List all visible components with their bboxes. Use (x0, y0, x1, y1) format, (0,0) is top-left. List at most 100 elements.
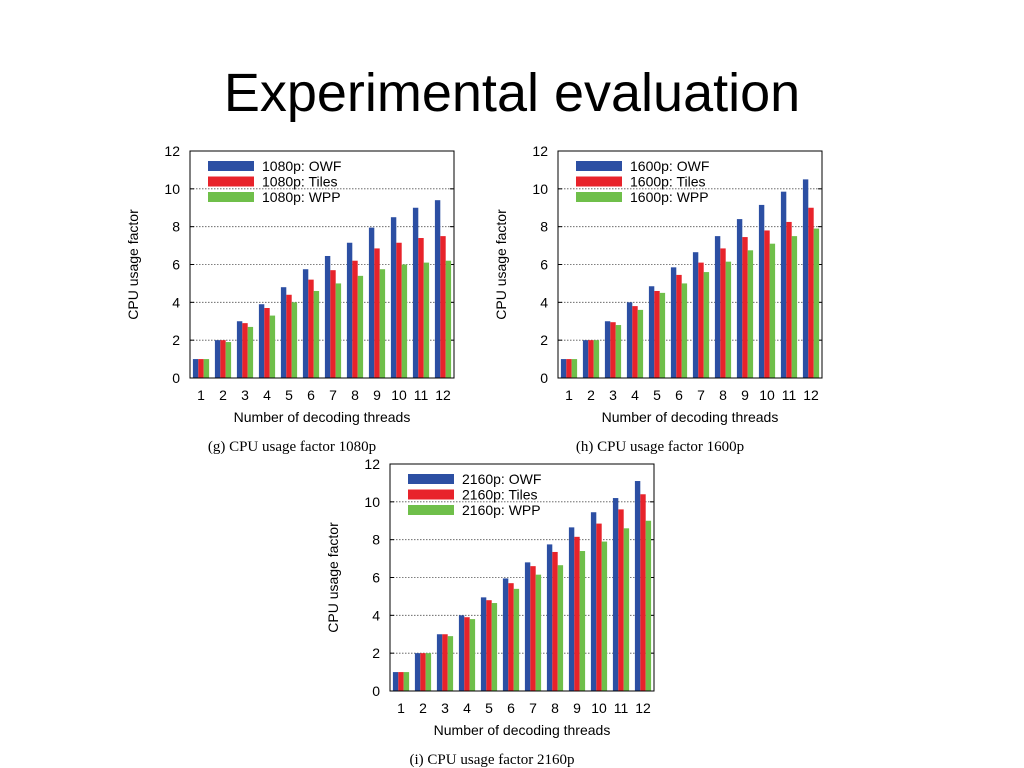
bar (198, 359, 204, 378)
plot-frame (189, 150, 455, 379)
bar (258, 304, 265, 378)
bar (530, 566, 536, 691)
y-tick-label: 0 (372, 683, 380, 699)
bar (335, 283, 342, 378)
x-tick-label: 2 (587, 387, 595, 403)
x-tick-label: 1 (197, 387, 205, 403)
bar (308, 279, 314, 378)
x-axis-label: Number of decoding threads (602, 409, 779, 425)
x-tick-label: 4 (263, 387, 271, 403)
x-tick-label: 6 (307, 387, 315, 403)
x-tick-label: 7 (529, 700, 537, 716)
bar (403, 672, 410, 691)
bar (324, 255, 331, 378)
legend-label: 1600p: OWF (630, 158, 709, 174)
legend-label: 2160p: WPP (462, 502, 541, 518)
x-tick-label: 5 (485, 700, 493, 716)
x-tick-label: 12 (803, 387, 819, 403)
bar (434, 200, 441, 378)
x-tick-label: 9 (373, 387, 381, 403)
bar (379, 269, 386, 378)
x-tick-label: 7 (697, 387, 705, 403)
bar (747, 250, 754, 378)
bar (604, 321, 611, 378)
bar (302, 269, 309, 378)
chart-panel-1080p: 0 2 4 6 8 10 12 1 2 3 4 5 6 7 8 9 10 11 12 1080p: OWF 1080p:… (120, 140, 480, 458)
bar (626, 302, 633, 378)
legend-label: 1080p: Tiles (262, 174, 338, 190)
bar (670, 267, 677, 378)
legend-label: 2160p: OWF (462, 471, 541, 487)
bar (286, 294, 292, 378)
bar (247, 326, 254, 378)
bar (480, 597, 487, 691)
bar (610, 322, 616, 378)
y-tick-label: 0 (172, 370, 180, 386)
bar (269, 315, 276, 378)
x-tick-label: 7 (329, 387, 337, 403)
x-tick-label: 2 (419, 700, 427, 716)
slide-title: Experimental evaluation (223, 63, 801, 123)
bar (780, 191, 787, 378)
y-axis-label: CPU usage factor (493, 209, 509, 320)
bar (491, 603, 498, 691)
y-tick-label: 8 (172, 219, 180, 235)
bar (568, 527, 575, 691)
y-tick-label: 0 (540, 370, 548, 386)
bar (552, 551, 558, 691)
bar (769, 243, 776, 378)
chart-caption: (i) CPU usage factor 2160p (410, 752, 575, 768)
bar (203, 359, 210, 378)
x-axis-label: Number of decoding threads (434, 722, 611, 738)
x-tick-label: 10 (591, 700, 607, 716)
bar (618, 509, 624, 691)
x-tick-label: 6 (675, 387, 683, 403)
y-tick-label: 10 (164, 181, 180, 197)
bar (414, 653, 421, 691)
bar (736, 219, 743, 378)
bar (590, 512, 597, 691)
x-tick-label: 3 (609, 387, 617, 403)
x-tick-label: 3 (441, 700, 449, 716)
bar (280, 287, 287, 378)
bar (392, 672, 399, 691)
y-tick-label: 8 (540, 219, 548, 235)
y-axis-label: CPU usage factor (325, 522, 341, 633)
bar (714, 236, 721, 378)
bar (220, 340, 226, 378)
y-tick-label: 12 (532, 143, 548, 159)
bar (486, 600, 492, 691)
bar (698, 262, 704, 378)
x-tick-label: 12 (435, 387, 451, 403)
bar (640, 494, 646, 691)
bar (464, 617, 470, 691)
bar (632, 306, 638, 378)
legend-swatch (576, 192, 622, 202)
bar (418, 238, 424, 378)
legend-label: 1080p: WPP (262, 189, 341, 205)
y-tick-label: 4 (172, 294, 180, 310)
bar (445, 260, 452, 378)
bar (469, 619, 476, 691)
bar (764, 230, 770, 378)
bar (423, 262, 430, 378)
bar (546, 544, 553, 691)
bar (398, 672, 404, 691)
bar (637, 309, 644, 378)
bar (566, 359, 572, 378)
bar (442, 634, 448, 691)
bar (236, 321, 243, 378)
bar (214, 340, 221, 378)
chart-caption: (h) CPU usage factor 1600p (576, 439, 744, 455)
y-tick-label: 2 (172, 332, 180, 348)
bar (368, 227, 375, 378)
bar (330, 270, 336, 378)
chart-panel-1600p: 0 2 4 6 8 10 12 1 2 3 4 5 6 7 8 9 10 11 12 1600p: OWF 1600p:… (488, 140, 848, 458)
bar (447, 636, 454, 691)
bar (425, 653, 432, 691)
bar (242, 323, 248, 378)
x-tick-label: 1 (397, 700, 405, 716)
y-tick-label: 4 (372, 607, 380, 623)
x-tick-label: 5 (285, 387, 293, 403)
